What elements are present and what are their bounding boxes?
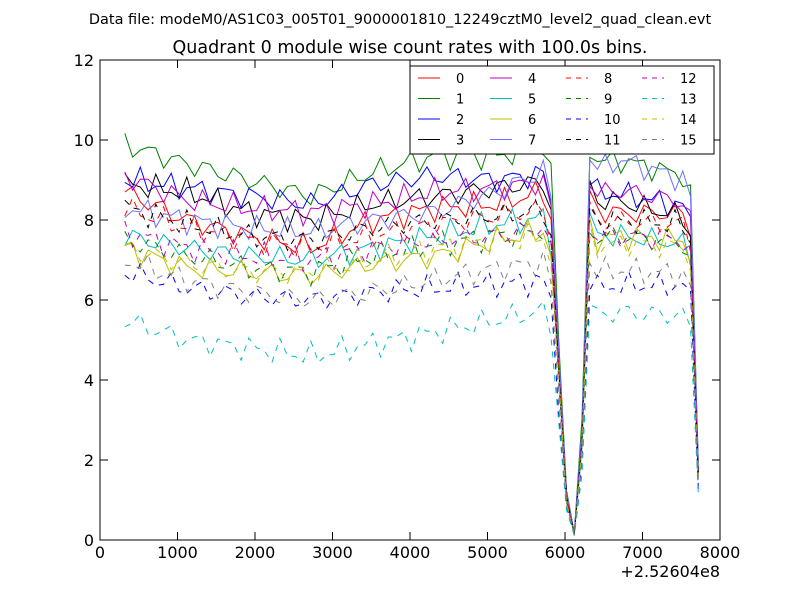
legend-label-11: 11 <box>604 134 621 149</box>
x-tick-label: 0 <box>95 543 105 562</box>
x-tick-label: 2000 <box>235 543 276 562</box>
y-tick-label: 0 <box>84 531 94 550</box>
series-layer <box>124 133 699 536</box>
series-line-6 <box>124 217 699 535</box>
x-tick-label: 8000 <box>700 543 741 562</box>
series-line-14 <box>124 222 699 535</box>
x-tick-label: 4000 <box>390 543 431 562</box>
legend-label-1: 1 <box>456 93 464 108</box>
series-line-9 <box>124 221 699 535</box>
series-line-3 <box>124 172 699 534</box>
x-tick-label: 3000 <box>312 543 353 562</box>
legend-label-6: 6 <box>528 113 536 128</box>
x-offset-label: +2.52604e8 <box>620 562 720 581</box>
x-tick-label: 1000 <box>157 543 198 562</box>
legend-label-8: 8 <box>604 72 612 87</box>
legend-label-3: 3 <box>456 134 464 149</box>
legend-label-4: 4 <box>528 72 536 87</box>
y-tick-label: 10 <box>74 131 94 150</box>
legend-label-14: 14 <box>680 113 697 128</box>
legend-label-12: 12 <box>680 72 697 87</box>
y-tick-label: 6 <box>84 291 94 310</box>
series-line-2 <box>124 165 699 534</box>
legend-label-9: 9 <box>604 93 612 108</box>
y-tick-label: 8 <box>84 211 94 230</box>
series-line-15 <box>124 248 699 535</box>
series-line-13 <box>124 299 699 536</box>
x-tick-label: 5000 <box>467 543 508 562</box>
series-line-0 <box>124 180 699 534</box>
figure-suptitle: Data file: modeM0/AS1C03_005T01_90000018… <box>89 12 712 28</box>
legend-label-13: 13 <box>680 93 697 108</box>
y-tick-label: 2 <box>84 451 94 470</box>
legend-label-5: 5 <box>528 93 536 108</box>
x-tick-label: 6000 <box>545 543 586 562</box>
legend-label-7: 7 <box>528 134 536 149</box>
axis-ticks: 0 1000 2000 3000 4000 5000 6000 7000 80000246810… <box>74 51 741 562</box>
legend-label-0: 0 <box>456 72 464 87</box>
x-tick-label: 7000 <box>622 543 663 562</box>
y-tick-label: 4 <box>84 371 94 390</box>
series-line-4 <box>124 171 699 534</box>
legend-label-2: 2 <box>456 113 464 128</box>
legend-label-10: 10 <box>604 113 621 128</box>
y-tick-label: 12 <box>74 51 94 70</box>
chart-title: Quadrant 0 module wise count rates with … <box>173 38 648 58</box>
legend-label-15: 15 <box>680 134 697 149</box>
series-line-10 <box>124 262 699 536</box>
series-line-8 <box>124 196 699 535</box>
series-line-12 <box>124 220 699 535</box>
